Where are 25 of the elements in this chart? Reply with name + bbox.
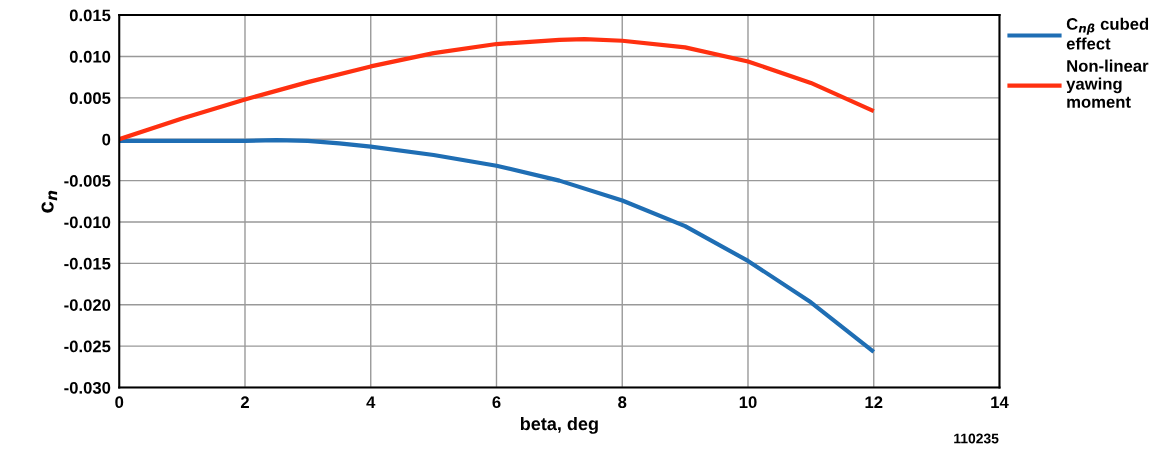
x-tick-label: 12: [865, 396, 883, 408]
legend-label: C$_{nβ}$ cubed effect: [1066, 17, 1149, 50]
y-tick-label: -0.020: [64, 299, 111, 311]
line-series: [119, 36, 876, 142]
y-tick-label: -0.010: [64, 216, 111, 229]
y-tick-label: -0.030: [64, 381, 111, 394]
y-tick-label: 0.010: [69, 50, 111, 63]
y-tick-label: -0.025: [64, 340, 111, 353]
y-tick-label: 0.015: [69, 9, 111, 22]
x-tick-label: 0: [115, 396, 124, 409]
y-axis-title: c$_{n}$: [41, 190, 58, 213]
x-tick-label: 2: [240, 396, 249, 408]
x-tick-label: 10: [739, 396, 757, 409]
text: 110235: [954, 433, 999, 444]
x-axis-title: beta, deg: [520, 416, 598, 434]
x-tick-label: 14: [991, 396, 1009, 408]
y-tick-label: -0.005: [64, 175, 111, 187]
y-tick-label: 0.005: [69, 92, 111, 105]
x-tick-label: 8: [618, 396, 627, 409]
x-tick-label: 4: [366, 396, 376, 408]
line-series: [119, 137, 876, 355]
legend-label: Non-linear yawing moment: [1066, 59, 1149, 108]
x-tick-label: 6: [492, 396, 501, 409]
y-tick-label: -0.015: [64, 257, 111, 270]
y-tick-label: 0: [102, 133, 111, 146]
